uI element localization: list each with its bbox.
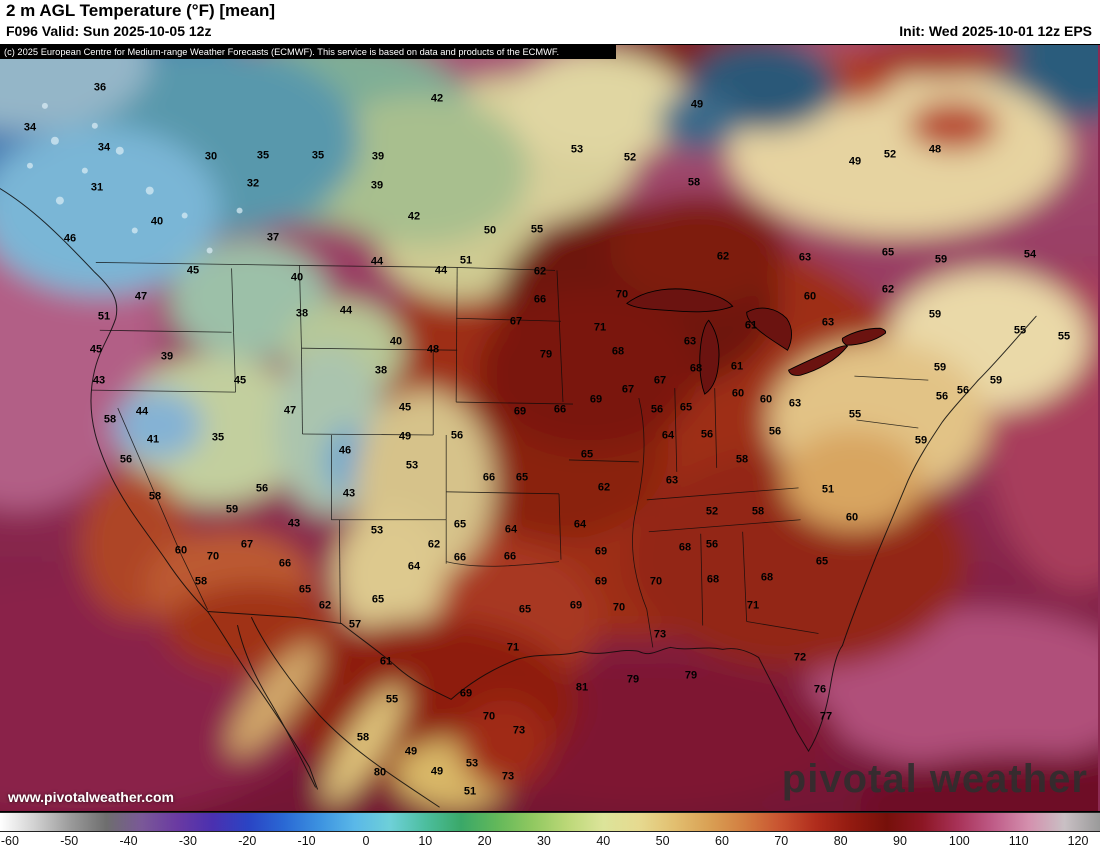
colorbar-tick: 0 xyxy=(362,834,370,848)
mountain-speckles xyxy=(26,102,243,254)
great-lakes xyxy=(626,288,887,395)
map-area: (c) 2025 European Centre for Medium-rang… xyxy=(0,44,1100,812)
copyright-bar: (c) 2025 European Centre for Medium-rang… xyxy=(0,45,616,59)
colorbar-tick: -60 xyxy=(0,834,19,848)
header: 2 m AGL Temperature (°F) [mean] F096 Val… xyxy=(0,0,1100,44)
colorbar-tick: 70 xyxy=(774,834,789,848)
state-boundaries xyxy=(91,262,929,648)
colorbar-tick: -50 xyxy=(60,834,79,848)
valid-time-label: F096 Valid: Sun 2025-10-05 12z xyxy=(6,23,212,39)
colorbar-tick: 60 xyxy=(715,834,729,848)
pivotal-weather-logo: pivotal weather xyxy=(781,757,1088,801)
colorbar-tick: 90 xyxy=(893,834,907,848)
colorbar-tick: -30 xyxy=(178,834,197,848)
colorbar-tick: 80 xyxy=(833,834,848,848)
colorbar-tick: 10 xyxy=(418,834,433,848)
colorbar-tick: 40 xyxy=(596,834,611,848)
colorbar-tick: 120 xyxy=(1067,834,1089,848)
colorbar-tick: 20 xyxy=(477,834,492,848)
coastlines xyxy=(0,188,1037,808)
colorbar-ticks: -60 -50 -40 -30 -20 -10 0 10 20 30 40 50 60 70 80 90 100… xyxy=(0,834,1100,850)
colorbar-tick: 30 xyxy=(536,834,551,848)
temperature-map xyxy=(0,45,1098,811)
page-title: 2 m AGL Temperature (°F) [mean] xyxy=(6,1,276,20)
colorbar-tick: -10 xyxy=(297,834,316,848)
colorbar-gradient xyxy=(0,812,1100,832)
colorbar-tick: 100 xyxy=(948,834,970,848)
colorbar-tick: -20 xyxy=(238,834,257,848)
colorbar-tick: 110 xyxy=(1008,834,1029,848)
colorbar-tick: -40 xyxy=(119,834,138,848)
colorbar: -60 -50 -40 -30 -20 -10 0 10 20 30 40 50 60 70 80 90 100… xyxy=(0,812,1100,850)
init-time-label: Init: Wed 2025-10-01 12z EPS xyxy=(899,23,1092,39)
colorbar-tick: 50 xyxy=(655,834,670,848)
map-color-field xyxy=(0,45,1098,811)
watermark-url: www.pivotalweather.com xyxy=(8,789,174,805)
